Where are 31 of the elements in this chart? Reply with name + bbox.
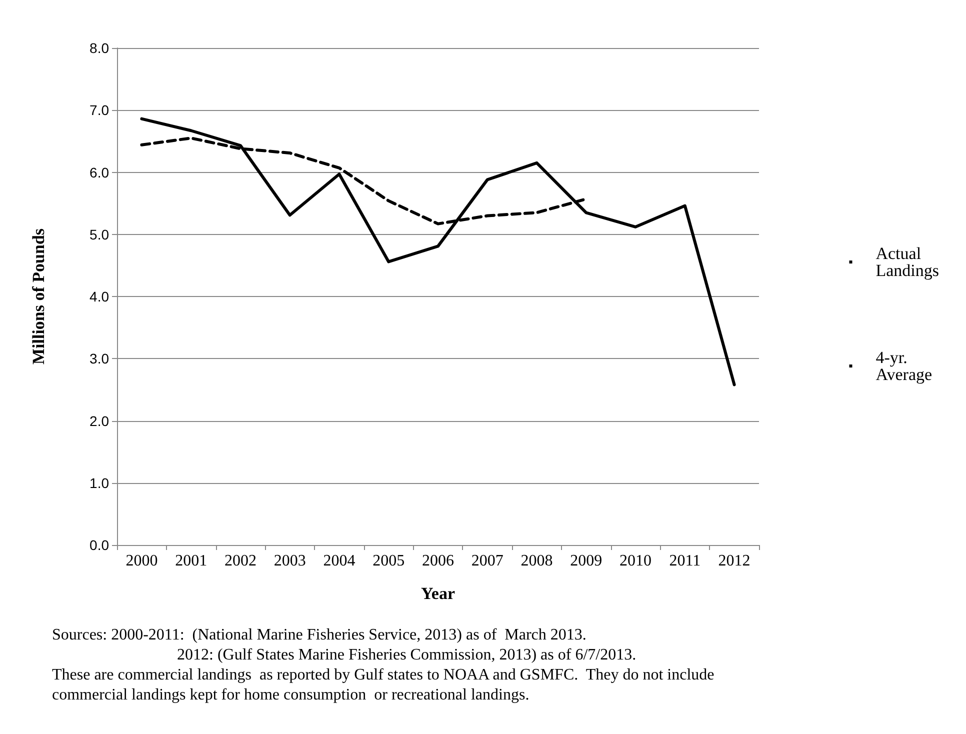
x-tick-label: 2000 xyxy=(126,552,158,570)
text: These are commercial landings as reported by Gulf states to NOAA and GSMFC. They do not include xyxy=(52,666,714,684)
x-tick-label: 2010 xyxy=(620,552,652,570)
y-tick-label: 0.0 xyxy=(90,537,110,553)
x-tick-label: 2001 xyxy=(175,552,208,570)
x-tick-label: 2004 xyxy=(323,552,356,570)
legend-label: 4-yr. Average xyxy=(876,348,932,384)
x-tick-label: 2012 xyxy=(718,552,750,570)
x-tick-label: 2011 xyxy=(669,552,701,570)
y-tick-label: 8.0 xyxy=(90,40,110,56)
x-tick-label: 2005 xyxy=(372,552,405,570)
line-series xyxy=(140,117,736,386)
x-tick-label: 2007 xyxy=(471,552,504,570)
y-tick-label: 5.0 xyxy=(90,226,110,242)
text: 2012: (Gulf States Marine Fisheries Commission, 2013) as of 6/7/2013. xyxy=(177,646,636,664)
text: commercial landings kept for home consumption or recreational landings. xyxy=(52,686,530,704)
y-tick-label: 1.0 xyxy=(90,474,110,491)
x-tick-label: 2008 xyxy=(520,552,553,570)
x-axis-title: Year xyxy=(421,584,456,603)
source-note: Sources: 2000-2011: (National Marine Fisheries Service, 2013) as of March 2013. xyxy=(52,626,586,644)
x-tick-label: 2006 xyxy=(422,552,454,570)
x-tick-label: 2009 xyxy=(570,552,602,570)
y-tick-label: 4.0 xyxy=(90,288,110,304)
x-tick-label: 2002 xyxy=(224,552,256,570)
x-tick-label: 2003 xyxy=(274,552,306,570)
legend-label: Actual Landings xyxy=(876,244,940,280)
y-tick-label: 3.0 xyxy=(90,350,110,367)
y-tick-label: 7.0 xyxy=(90,102,110,118)
y-axis-title: Millions of Pounds xyxy=(29,228,48,365)
y-tick-label: 2.0 xyxy=(90,412,110,429)
y-tick-label: 6.0 xyxy=(90,164,110,180)
